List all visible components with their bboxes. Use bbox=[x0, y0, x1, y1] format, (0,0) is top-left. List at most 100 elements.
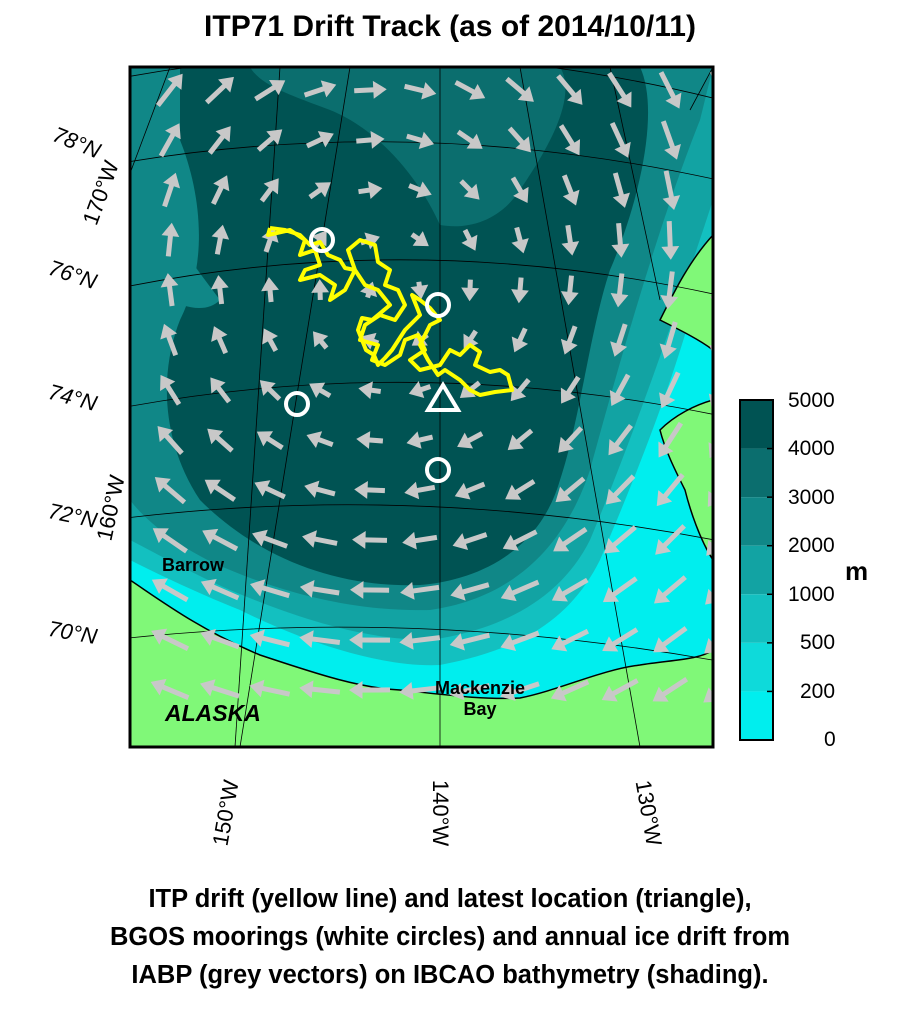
drift-vector-head bbox=[510, 385, 527, 402]
drift-vector-head bbox=[349, 580, 364, 599]
drift-vector-head bbox=[511, 238, 529, 254]
drift-vector-head bbox=[210, 377, 226, 394]
drift-vector-head bbox=[249, 679, 265, 698]
drift-vector-head bbox=[261, 277, 279, 292]
drift-vector bbox=[716, 321, 725, 354]
drift-vector-head bbox=[561, 241, 580, 256]
drift-vector-head bbox=[160, 273, 179, 288]
figure-caption: ITP drift (yellow line) and latest locat… bbox=[0, 880, 900, 994]
mooring-b bbox=[425, 292, 451, 318]
drift-vector-head bbox=[302, 530, 317, 548]
drift-vector-head bbox=[160, 323, 178, 340]
drift-vector-head bbox=[421, 82, 437, 100]
drift-vector-head bbox=[254, 480, 271, 497]
drift-vector-head bbox=[269, 79, 286, 96]
drift-vector-head bbox=[716, 94, 731, 108]
chukchi-cap bbox=[130, 170, 220, 309]
drift-vector-head bbox=[262, 328, 278, 345]
drift-vector-head bbox=[610, 292, 629, 308]
drift-vector-head bbox=[665, 92, 682, 109]
drift-vector-head bbox=[515, 136, 531, 153]
drift-vector-head bbox=[157, 426, 174, 442]
drift-vector-head bbox=[660, 294, 679, 310]
drift-vector-head bbox=[500, 634, 517, 652]
drift-vector-head bbox=[611, 243, 630, 258]
colorbar-border bbox=[739, 399, 774, 741]
colorbar-label-0: 0 bbox=[824, 728, 836, 751]
drift-vector-head bbox=[560, 338, 578, 355]
drift-vector-head bbox=[511, 289, 529, 304]
drift-vector-head bbox=[507, 434, 524, 451]
drift-vector-head bbox=[555, 486, 572, 503]
drift-vector-head bbox=[502, 534, 519, 551]
map-frame bbox=[128, 65, 715, 749]
drift-vector-head bbox=[715, 146, 730, 160]
latest-location-triangle bbox=[424, 381, 462, 412]
drift-vector-head bbox=[372, 80, 387, 99]
colorbar-label-4000: 4000 bbox=[788, 437, 835, 460]
drift-vector-head bbox=[207, 428, 224, 445]
drift-vector-head bbox=[616, 91, 632, 108]
drift-vector-head bbox=[708, 442, 713, 459]
drift-vector-head bbox=[400, 582, 415, 600]
drift-vector-head bbox=[249, 579, 266, 597]
drift-vector-head bbox=[306, 431, 323, 449]
drift-vector-head bbox=[655, 538, 672, 555]
drift-vector-head bbox=[152, 528, 169, 544]
drift-vector-head bbox=[210, 275, 229, 290]
drift-vector-head bbox=[259, 380, 276, 396]
drift-vector-head bbox=[200, 578, 217, 596]
drift-vector-head bbox=[211, 224, 230, 240]
drift-vector-head bbox=[564, 139, 581, 156]
drift-vector-head bbox=[211, 326, 228, 342]
drift-vector-head bbox=[406, 431, 422, 449]
drift-vector-head bbox=[263, 178, 279, 195]
drift-vector-head bbox=[312, 331, 329, 348]
drift-vector-head bbox=[213, 175, 230, 192]
drift-vector-head bbox=[299, 630, 314, 648]
drift-vector-head bbox=[314, 182, 331, 198]
drift-vector-head bbox=[249, 629, 265, 647]
drift-vector-head bbox=[604, 537, 620, 554]
itp-drift-track bbox=[266, 226, 514, 397]
drift-vector-head bbox=[500, 584, 517, 602]
drift-vector-head bbox=[562, 189, 580, 206]
colorbar-swatch bbox=[740, 691, 773, 740]
drift-vector-head bbox=[461, 287, 480, 302]
drift-vector bbox=[712, 400, 713, 403]
mooring-c bbox=[284, 391, 310, 417]
colorbar-label-3000: 3000 bbox=[788, 486, 835, 509]
drift-vector-head bbox=[399, 632, 414, 650]
drift-vector-head bbox=[614, 141, 631, 158]
drift-vector-head bbox=[608, 439, 624, 456]
drift-vector-head bbox=[609, 390, 626, 406]
drift-vector-head bbox=[161, 222, 180, 237]
drift-vector-head bbox=[399, 682, 414, 700]
colorbar-swatch bbox=[740, 594, 773, 643]
caption-line-1: ITP drift (yellow line) and latest locat… bbox=[148, 885, 752, 913]
drift-vector-head bbox=[367, 181, 383, 200]
drift-vector-head bbox=[299, 680, 314, 699]
drift-vector-head bbox=[602, 587, 620, 603]
mooring-a bbox=[309, 227, 335, 253]
drift-vector-head bbox=[415, 181, 432, 198]
drift-vector-head bbox=[200, 628, 217, 646]
drift-vector-head bbox=[349, 681, 363, 699]
drift-vector-head bbox=[215, 126, 231, 143]
colorbar-label-500: 500 bbox=[800, 631, 836, 654]
drift-vector bbox=[718, 270, 722, 304]
drift-vector-head bbox=[358, 381, 373, 400]
place-mackenzie-bay: Mackenzie Bay bbox=[434, 678, 526, 719]
drift-vector-head bbox=[567, 88, 583, 105]
drift-vector-head bbox=[418, 131, 435, 149]
drift-vector-head bbox=[551, 585, 568, 602]
drift-vector-head bbox=[653, 637, 670, 653]
drift-vector-head bbox=[402, 531, 417, 550]
drift-vector-head bbox=[454, 482, 471, 500]
drift-vector-head bbox=[410, 284, 429, 300]
drift-vector-head bbox=[150, 678, 167, 696]
drift-vector-head bbox=[610, 341, 628, 357]
drift-vector-head bbox=[601, 685, 618, 702]
drift-vector-head bbox=[167, 73, 183, 90]
